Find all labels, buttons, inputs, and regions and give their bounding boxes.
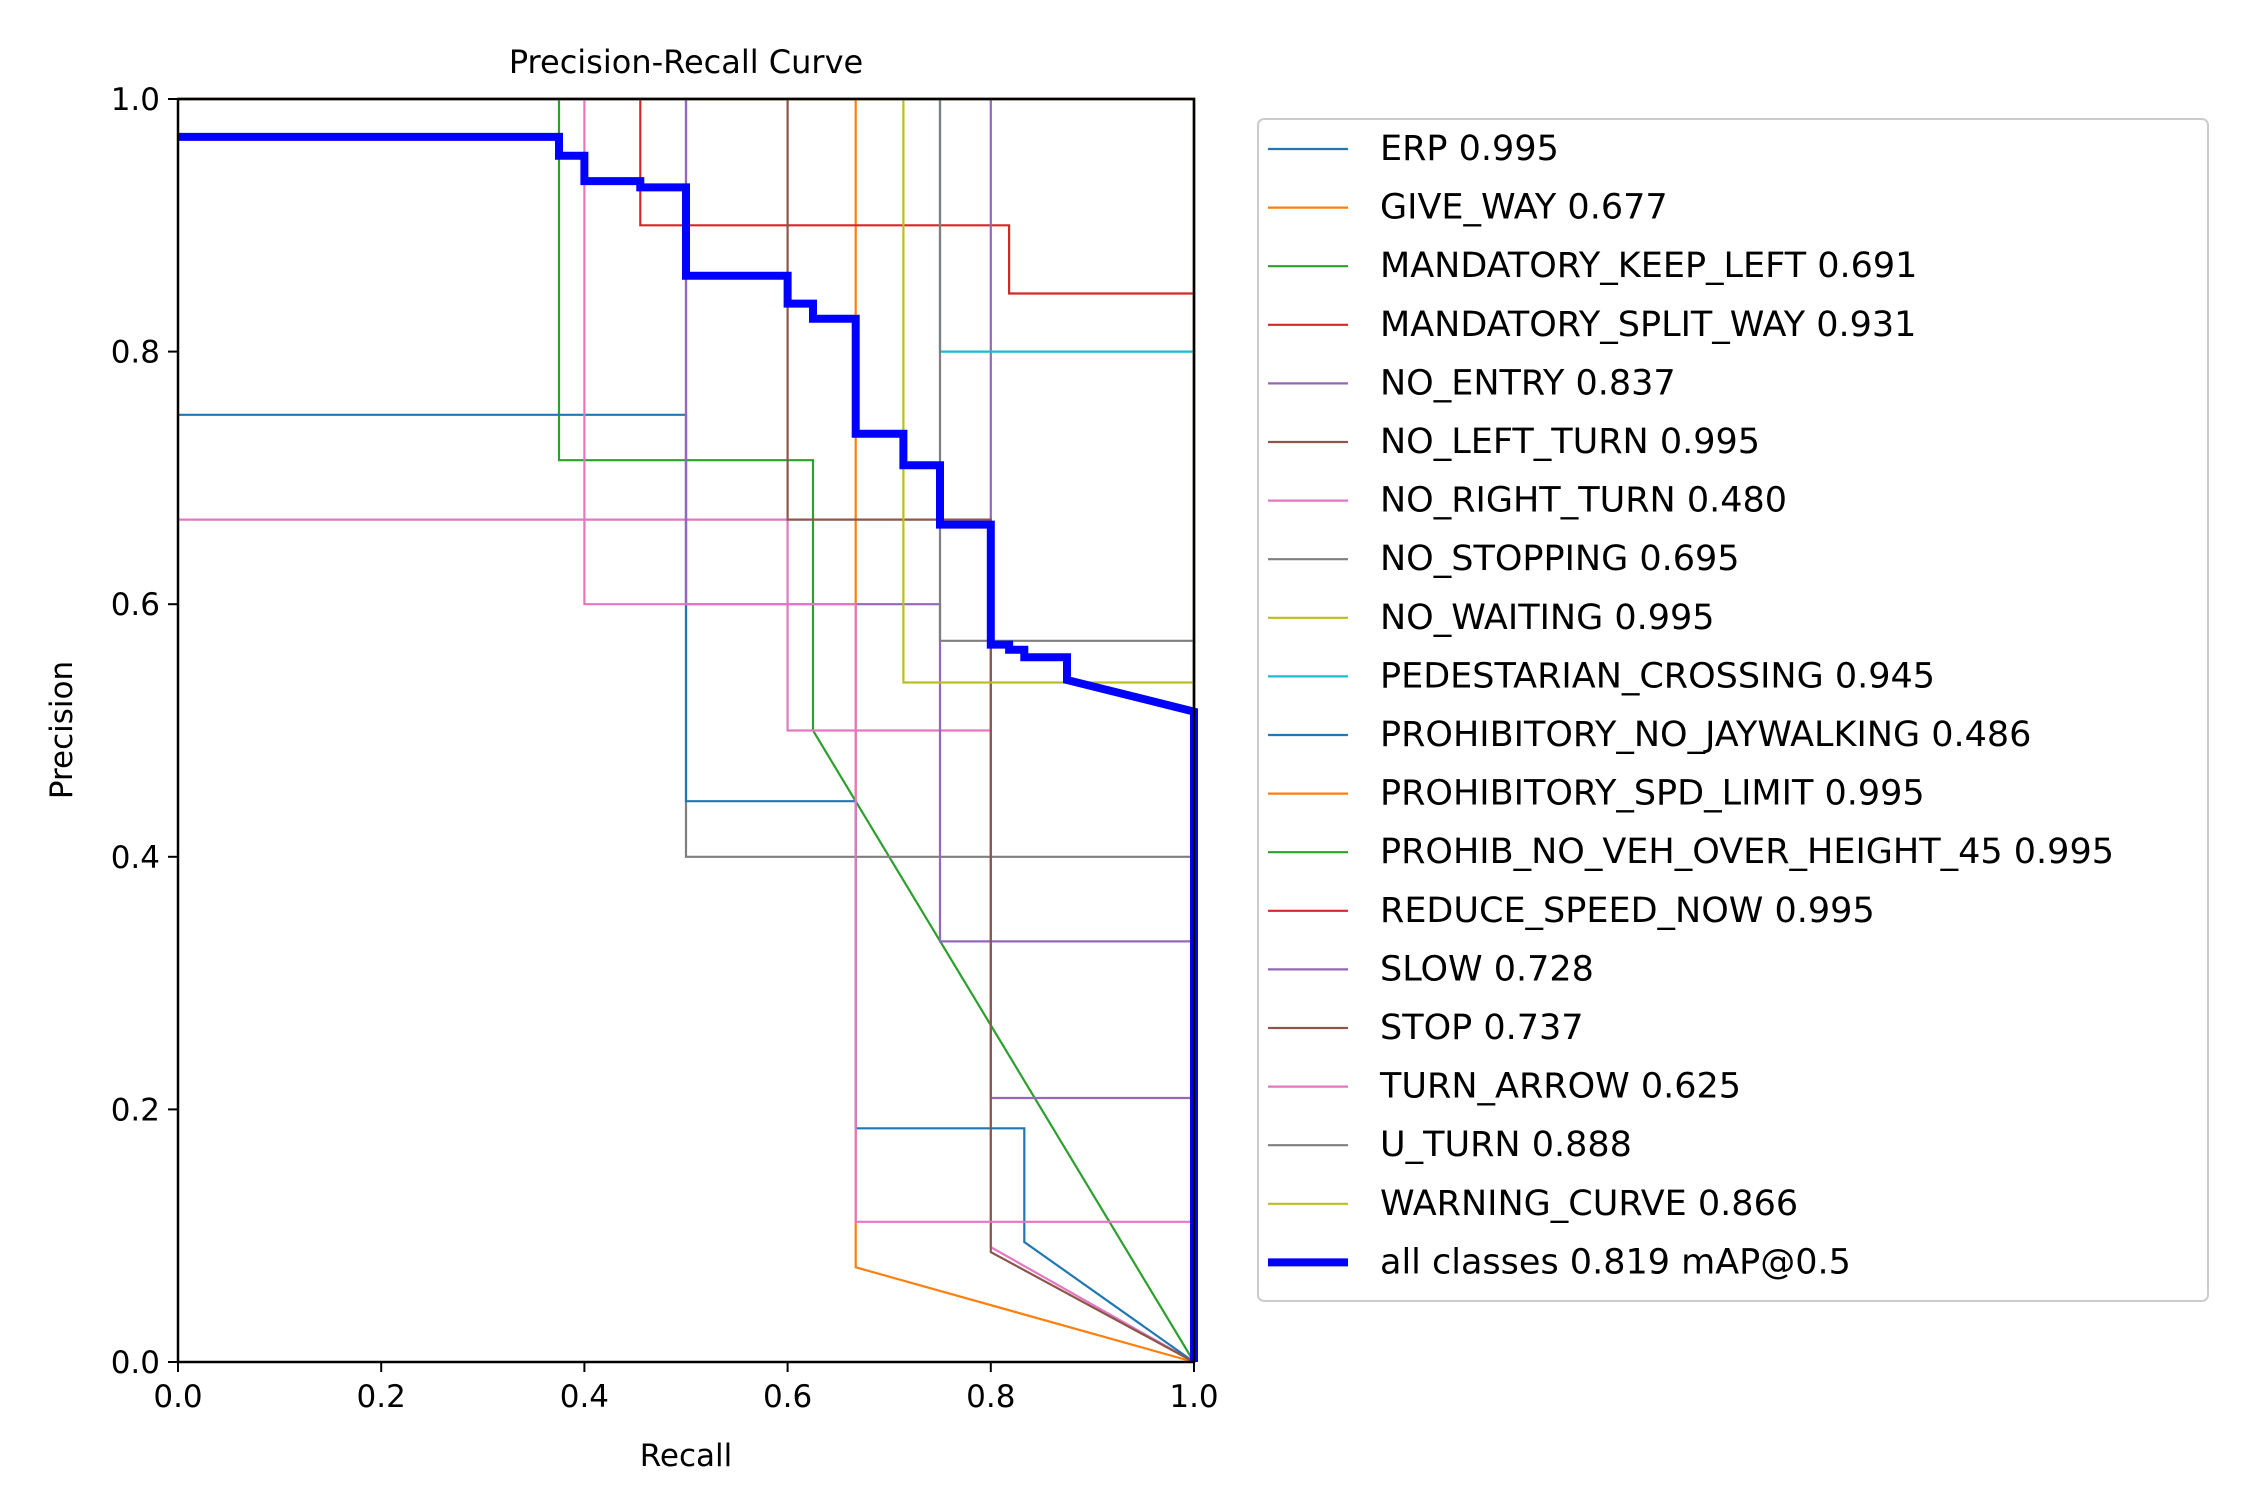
legend-label: GIVE_WAY 0.677 [1380,188,1668,228]
legend-frame [1257,118,2209,1302]
x-axis-ticks: 0.0 0.2 0.4 0.6 0.8 1.0 [153,1362,1219,1415]
legend-label: all classes 0.819 mAP@0.5 [1380,1242,1851,1282]
legend-label: TURN_ARROW 0.625 [1379,1067,1741,1107]
plot-area [178,97,1198,1364]
legend-label: NO_LEFT_TURN 0.995 [1380,422,1760,462]
x-tick-label: 0.0 [153,1379,202,1415]
legend-label: PEDESTARIAN_CROSSING 0.945 [1380,656,1935,696]
legend-label: NO_WAITING 0.995 [1380,598,1715,638]
x-tick-label: 0.6 [763,1379,812,1415]
legend-label: PROHIBITORY_NO_JAYWALKING 0.486 [1380,715,2031,755]
legend-label: PROHIB_NO_VEH_OVER_HEIGHT_45 0.995 [1380,832,2114,872]
legend-label: ERP 0.995 [1380,129,1559,169]
legend-label: WARNING_CURVE 0.866 [1380,1184,1798,1224]
y-axis-ticks: 0.0 0.2 0.4 0.6 0.8 1.0 [111,82,178,1381]
legend-label: NO_ENTRY 0.837 [1380,363,1676,403]
x-axis-label: Recall [640,1438,733,1474]
y-tick-label: 0.6 [111,587,160,623]
x-tick-label: 1.0 [1169,1379,1218,1415]
chart-title: Precision-Recall Curve [509,43,863,81]
legend-label: NO_RIGHT_TURN 0.480 [1380,481,1787,521]
series-line-19 [178,132,1198,1362]
x-tick-label: 0.8 [966,1379,1015,1415]
legend: ERP 0.995 GIVE_WAY 0.677 MANDATORY_KEEP_LE… [1257,118,2209,1302]
legend-label: NO_STOPPING 0.695 [1380,539,1740,579]
legend-label: MANDATORY_SPLIT_WAY 0.931 [1380,305,1916,345]
y-axis-label: Precision [44,661,80,799]
y-tick-label: 0.2 [111,1092,160,1128]
legend-label: REDUCE_SPEED_NOW 0.995 [1380,891,1875,931]
legend-label: SLOW 0.728 [1380,949,1594,989]
legend-label: MANDATORY_KEEP_LEFT 0.691 [1380,246,1917,286]
legend-label: PROHIBITORY_SPD_LIMIT 0.995 [1380,774,1925,814]
y-tick-label: 1.0 [111,82,160,118]
y-tick-label: 0.0 [111,1345,160,1381]
x-tick-label: 0.4 [560,1379,609,1415]
legend-label: U_TURN 0.888 [1380,1125,1632,1165]
x-tick-label: 0.2 [357,1379,406,1415]
y-tick-label: 0.4 [111,840,160,876]
plot-frame [176,97,1196,1364]
y-tick-label: 0.8 [111,335,160,371]
legend-label: STOP 0.737 [1380,1008,1584,1048]
